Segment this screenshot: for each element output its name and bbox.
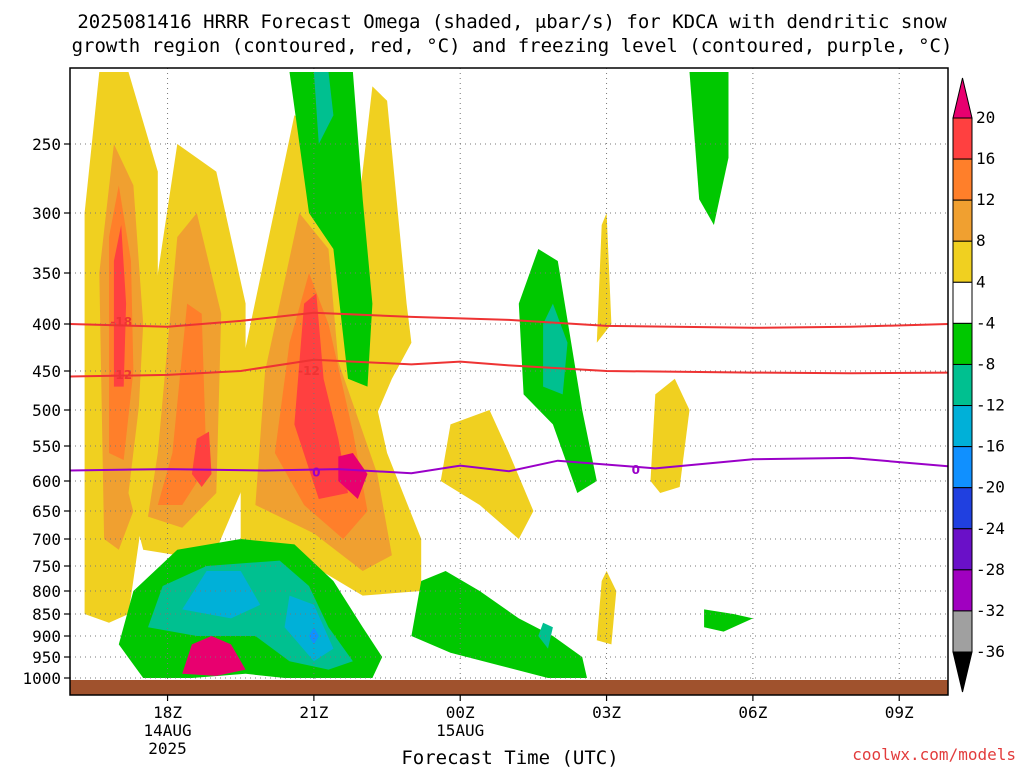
omega-region-26 — [411, 571, 587, 678]
omega-region-15 — [289, 72, 373, 387]
colorbar-segment — [952, 610, 973, 653]
colorbar-label: 4 — [976, 272, 986, 291]
y-tick-label: 350 — [32, 264, 61, 283]
x-tick-label: 21Z — [299, 703, 328, 722]
colorbar-label: 16 — [976, 149, 995, 168]
colorbar-top-arrow — [952, 77, 973, 119]
contour-line-1 — [70, 358, 948, 378]
colorbar-label: -4 — [976, 313, 995, 332]
contour-line-0 — [70, 311, 948, 329]
omega-region-6 — [157, 303, 207, 505]
chart-subtitle: growth region (contoured, red, °C) and f… — [72, 35, 953, 57]
y-tick-label: 750 — [32, 557, 61, 576]
omega-region-31 — [596, 213, 612, 343]
omega-region-25 — [182, 636, 246, 676]
credit-text: coolwx.com/models — [852, 745, 1016, 764]
contour-label: -12 — [110, 368, 132, 382]
y-tick-label: 500 — [32, 401, 61, 420]
omega-region-28 — [704, 609, 753, 632]
omega-region-3 — [113, 225, 127, 387]
omega-region-22 — [182, 571, 261, 619]
contour-label: 0 — [632, 463, 640, 477]
colorbar-label: -28 — [976, 560, 1005, 579]
plot-area: -18 -12 -12 0 0 — [69, 67, 949, 696]
y-tick-label: 900 — [32, 627, 61, 646]
y-tick-label: 400 — [32, 315, 61, 334]
colorbar-segment — [952, 363, 973, 407]
omega-region-19 — [689, 72, 729, 225]
omega-region-30 — [650, 378, 690, 493]
x-tick-label: 06Z — [738, 703, 767, 722]
y-tick-label: 650 — [32, 502, 61, 521]
colorbar-label: 8 — [976, 231, 986, 250]
temperature-contours: -18 -12 -12 0 0 — [70, 311, 948, 480]
colorbar-segment — [952, 569, 973, 612]
omega-region-14 — [440, 410, 534, 539]
colorbar-label: -36 — [976, 642, 1005, 661]
colorbar-segment — [952, 446, 973, 489]
colorbar-label: -20 — [976, 478, 1005, 497]
colorbar-segment — [952, 405, 973, 448]
colorbar-segment — [952, 158, 973, 201]
colorbar-label: -16 — [976, 437, 1005, 456]
colorbar-bottom-arrow — [952, 651, 973, 693]
colorbar-segment — [952, 322, 973, 365]
colorbar-label: -24 — [976, 519, 1005, 538]
colorbar-segment — [952, 487, 973, 530]
y-tick-label: 450 — [32, 362, 61, 381]
y-tick-label: 950 — [32, 648, 61, 667]
omega-shading — [84, 72, 753, 678]
plot-frame — [69, 67, 949, 696]
y-tick-label: 250 — [32, 135, 61, 154]
x-tick-year: 2025 — [148, 739, 187, 758]
y-tick-label: 550 — [32, 437, 61, 456]
y-tick-label: 1000 — [22, 669, 61, 688]
y-tick-label: 700 — [32, 530, 61, 549]
omega-region-18 — [543, 303, 568, 395]
x-tick-label: 03Z — [592, 703, 621, 722]
x-tick-label: 09Z — [885, 703, 914, 722]
colorbar-label: 12 — [976, 190, 995, 209]
y-axis: 250 300 350 400 450 500 550 600 650 700 750 800 850 9… — [22, 135, 70, 688]
y-tick-label: 600 — [32, 472, 61, 491]
ground-strip — [70, 680, 948, 695]
contour-line-2 — [70, 456, 948, 475]
colorbar-label: -12 — [976, 396, 1005, 415]
contour-label: -12 — [298, 364, 320, 378]
x-tick-date: 14AUG — [143, 721, 191, 740]
x-tick-label: 00Z — [446, 703, 475, 722]
omega-region-29 — [596, 571, 617, 645]
omega-region-13 — [357, 86, 412, 425]
x-tick-label: 18Z — [153, 703, 182, 722]
colorbar-label: -32 — [976, 601, 1005, 620]
omega-region-23 — [284, 595, 334, 662]
colorbar-segment — [952, 240, 973, 283]
colorbar-label: -8 — [976, 354, 995, 373]
y-tick-label: 800 — [32, 582, 61, 601]
y-tick-label: 850 — [32, 605, 61, 624]
colorbar-segment — [952, 528, 973, 571]
x-axis-label: Forecast Time (UTC) — [401, 747, 618, 768]
colorbar-segment — [952, 199, 973, 242]
contour-label: 0 — [312, 466, 320, 480]
colorbar: 20 16 12 8 4 -4 -8 -12 -16 -20 -24 -28 -32 -36 — [952, 77, 1005, 693]
colorbar-segment — [952, 281, 973, 324]
colorbar-segment — [952, 117, 973, 160]
colorbar-label: 20 — [976, 108, 995, 127]
omega-region-24 — [309, 627, 319, 645]
omega-region-11 — [294, 293, 348, 499]
x-tick-date: 15AUG — [436, 721, 484, 740]
y-tick-label: 300 — [32, 204, 61, 223]
omega-region-16 — [313, 72, 334, 144]
omega-region-12 — [338, 453, 368, 499]
chart-title: 2025081416 HRRR Forecast Omega (shaded, … — [77, 11, 947, 33]
contour-label: -18 — [110, 315, 132, 329]
omega-region-7 — [191, 431, 212, 487]
